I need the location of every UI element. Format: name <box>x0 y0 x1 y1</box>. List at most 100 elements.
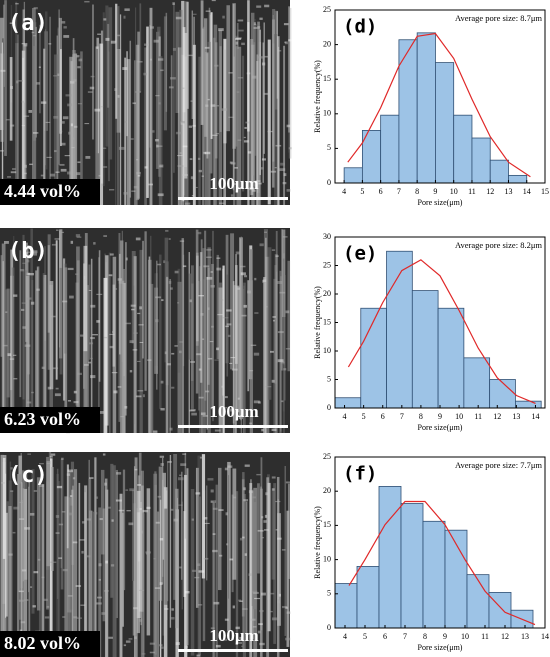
streak <box>102 508 107 622</box>
speck <box>196 353 202 356</box>
streak <box>219 46 222 132</box>
speck <box>149 642 155 645</box>
speck <box>9 22 13 24</box>
speck <box>133 332 138 335</box>
streak <box>156 260 158 390</box>
y-tick-label: 15 <box>323 317 331 326</box>
streak <box>0 454 4 648</box>
streak <box>62 258 66 401</box>
speck <box>171 608 174 611</box>
speck <box>222 638 228 641</box>
speck <box>131 308 135 311</box>
speck <box>270 610 273 613</box>
streak <box>181 0 185 202</box>
speck <box>222 15 225 19</box>
y-tick-label: 10 <box>323 109 331 118</box>
y-tick-label: 25 <box>323 452 331 461</box>
speck <box>125 640 131 643</box>
streak <box>17 474 20 653</box>
speck <box>247 633 252 635</box>
speck <box>261 537 264 539</box>
speck <box>62 300 68 303</box>
streak <box>134 457 138 657</box>
speck <box>8 553 13 556</box>
speck <box>25 251 28 255</box>
speck <box>205 151 211 155</box>
streak <box>206 276 208 430</box>
speck <box>281 549 286 551</box>
speck <box>205 10 211 12</box>
speck <box>190 176 195 180</box>
x-tick-label: 10 <box>461 632 469 641</box>
speck <box>242 536 245 539</box>
speck <box>264 514 268 518</box>
speck <box>51 243 57 246</box>
bar <box>466 574 490 629</box>
speck <box>133 185 139 189</box>
speck <box>24 255 29 258</box>
speck <box>102 147 107 149</box>
speck <box>234 167 238 169</box>
streak <box>210 12 213 139</box>
speck <box>221 385 224 388</box>
x-tick-label: 11 <box>481 632 489 641</box>
speck <box>24 599 29 601</box>
speck <box>243 136 246 139</box>
streak <box>288 7 292 159</box>
streak <box>102 12 105 187</box>
speck <box>197 563 201 566</box>
speck <box>45 121 51 123</box>
streak <box>184 474 188 657</box>
speck <box>111 372 118 374</box>
speck <box>136 171 141 175</box>
speck <box>253 22 256 25</box>
bar <box>422 520 446 629</box>
speck <box>191 518 194 521</box>
speck <box>155 521 160 524</box>
speck <box>175 16 182 20</box>
x-tick-label: 10 <box>455 412 463 421</box>
speck <box>145 551 151 554</box>
fraction-label: 8.02 vol% <box>4 633 81 653</box>
speck <box>229 558 234 561</box>
speck <box>238 599 241 602</box>
speck <box>259 609 264 613</box>
speck <box>129 138 134 140</box>
speck <box>139 306 142 310</box>
y-tick-label: 20 <box>323 289 331 298</box>
scale-bar-label: 100μm <box>209 402 258 421</box>
speck <box>239 600 243 602</box>
speck <box>19 629 23 632</box>
speck <box>221 108 228 111</box>
y-tick-label: 20 <box>323 39 331 48</box>
y-tick-label: 5 <box>327 589 331 598</box>
speck <box>53 116 59 119</box>
bar <box>343 167 363 184</box>
streak <box>25 44 27 205</box>
streak <box>71 485 75 657</box>
speck <box>214 429 221 432</box>
panel-label: (c) <box>8 463 48 488</box>
speck <box>254 277 257 281</box>
speck <box>66 473 71 476</box>
speck <box>36 82 41 85</box>
speck <box>207 478 214 481</box>
streak <box>222 265 225 433</box>
streak <box>252 502 257 610</box>
speck <box>237 139 242 142</box>
y-tick-label: 15 <box>323 74 331 83</box>
streak <box>66 464 69 549</box>
speck <box>70 80 75 84</box>
speck <box>158 165 163 167</box>
fit-curve <box>347 32 531 178</box>
speck <box>179 566 182 569</box>
streak <box>179 9 183 206</box>
streak <box>263 229 268 427</box>
speck <box>76 55 80 58</box>
speck <box>157 263 161 266</box>
streak <box>190 489 195 656</box>
streak <box>235 35 239 205</box>
speck <box>265 492 269 496</box>
speck <box>70 123 73 127</box>
streak <box>200 0 204 125</box>
